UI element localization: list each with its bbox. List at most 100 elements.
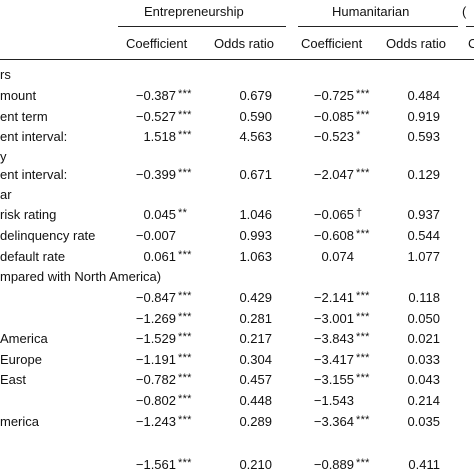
significance-cell bbox=[355, 442, 356, 457]
coefficient-cell: −3.001 bbox=[306, 311, 354, 326]
row-label: Europe bbox=[0, 352, 42, 367]
coefficient-cell: −0.523 bbox=[306, 129, 354, 144]
significance-cell: *** bbox=[177, 167, 192, 182]
coefficient-cell: −0.387 bbox=[128, 88, 176, 103]
coefficient-value: −3.155 bbox=[313, 372, 354, 387]
odds-ratio-cell: 0.457 bbox=[239, 372, 272, 387]
row-label: y bbox=[0, 149, 7, 164]
significance-stars: *** bbox=[178, 167, 192, 179]
odds-ratio-cell: 0.671 bbox=[239, 167, 272, 182]
coefficient-cell: −1.561 bbox=[128, 457, 176, 472]
odds-ratio-cell: 0.679 bbox=[239, 88, 272, 103]
odds-ratio-cell: 0.043 bbox=[407, 372, 440, 387]
coefficient-cell: −0.007 bbox=[128, 228, 176, 243]
group-rule-entrepreneurship bbox=[118, 26, 286, 27]
odds-ratio-cell: 0.304 bbox=[239, 352, 272, 367]
significance-stars: *** bbox=[356, 311, 370, 323]
odds-ratio-cell: 0.411 bbox=[408, 457, 440, 472]
significance-cell: ** bbox=[177, 207, 187, 222]
odds-ratio-cell: 0.429 bbox=[239, 290, 272, 305]
row-label: merica bbox=[0, 414, 40, 429]
significance-cell: *** bbox=[355, 167, 370, 182]
significance-cell bbox=[177, 442, 178, 457]
significance-cell: *** bbox=[355, 88, 370, 103]
coefficient-cell: −2.047 bbox=[306, 167, 354, 182]
coefficient-cell: −1.191 bbox=[128, 352, 176, 367]
col-header-odds-ratio-2: Odds ratio bbox=[386, 36, 446, 51]
significance-stars: * bbox=[356, 129, 361, 141]
significance-stars: *** bbox=[178, 249, 192, 261]
odds-ratio-cell: 0.993 bbox=[239, 228, 272, 243]
col-header-coefficient-2: Coefficient bbox=[301, 36, 363, 51]
row-label: ent interval: bbox=[0, 129, 68, 144]
coefficient-value: −1.191 bbox=[135, 352, 176, 367]
significance-cell bbox=[177, 149, 178, 164]
col-header-coefficient-1: Coefficient bbox=[126, 36, 188, 51]
coefficient-value: −0.802 bbox=[135, 393, 176, 408]
coefficient-cell: −0.847 bbox=[128, 290, 176, 305]
significance-stars: *** bbox=[356, 414, 370, 426]
header-bottom-rule bbox=[0, 59, 474, 60]
significance-stars: *** bbox=[178, 352, 192, 364]
significance-cell: *** bbox=[355, 311, 370, 326]
coefficient-cell: −1.269 bbox=[128, 311, 176, 326]
significance-cell: *** bbox=[177, 88, 192, 103]
significance-cell: *** bbox=[355, 352, 370, 367]
coefficient-value: −0.889 bbox=[313, 457, 354, 472]
coefficient-cell: −0.802 bbox=[128, 393, 176, 408]
odds-ratio-cell: 1.077 bbox=[407, 249, 440, 264]
significance-stars: *** bbox=[178, 393, 192, 405]
significance-cell: *** bbox=[177, 352, 192, 367]
significance-cell: *** bbox=[177, 129, 192, 144]
odds-ratio-cell: 1.063 bbox=[239, 249, 272, 264]
coefficient-value: 0.045 bbox=[143, 207, 176, 222]
coefficient-value: −3.417 bbox=[313, 352, 354, 367]
odds-ratio-cell: 0.214 bbox=[407, 393, 440, 408]
coefficient-value: 0.061 bbox=[143, 249, 176, 264]
coefficient-cell: −1.543 bbox=[306, 393, 354, 408]
row-label: risk rating bbox=[0, 207, 57, 222]
odds-ratio-cell: 0.484 bbox=[407, 88, 440, 103]
significance-stars: *** bbox=[178, 414, 192, 426]
coefficient-value: −2.141 bbox=[313, 290, 354, 305]
significance-cell: *** bbox=[177, 109, 192, 124]
significance-cell: *** bbox=[177, 331, 192, 346]
coefficient-value: −0.007 bbox=[135, 228, 176, 243]
coefficient-value: −1.269 bbox=[135, 311, 176, 326]
coefficient-value: −3.001 bbox=[313, 311, 354, 326]
significance-cell: *** bbox=[177, 249, 192, 264]
col-header-odds-ratio-1: Odds ratio bbox=[214, 36, 274, 51]
coefficient-cell: −3.417 bbox=[306, 352, 354, 367]
coefficient-value: −0.387 bbox=[135, 88, 176, 103]
coefficient-cell: 1.518 bbox=[128, 129, 176, 144]
group-rule-humanitarian bbox=[298, 26, 458, 27]
significance-cell: *** bbox=[355, 372, 370, 387]
significance-cell bbox=[355, 149, 356, 164]
significance-stars: *** bbox=[356, 352, 370, 364]
significance-cell: *** bbox=[355, 290, 370, 305]
row-label: default rate bbox=[0, 249, 66, 264]
odds-ratio-cell: 0.544 bbox=[407, 228, 440, 243]
significance-cell: * bbox=[355, 129, 361, 144]
significance-cell: *** bbox=[177, 311, 192, 326]
odds-ratio-cell: 0.050 bbox=[407, 311, 440, 326]
odds-ratio-cell: 0.118 bbox=[408, 290, 440, 305]
coefficient-value: −0.527 bbox=[135, 109, 176, 124]
significance-stars: *** bbox=[178, 311, 192, 323]
significance-stars: *** bbox=[356, 290, 370, 302]
coefficient-value: 1.518 bbox=[143, 129, 176, 144]
significance-stars: ** bbox=[178, 207, 188, 219]
significance-cell: *** bbox=[355, 331, 370, 346]
odds-ratio-cell: 0.033 bbox=[407, 352, 440, 367]
coefficient-value: −0.523 bbox=[313, 129, 354, 144]
significance-cell bbox=[177, 67, 178, 82]
odds-ratio-cell: 0.937 bbox=[407, 207, 440, 222]
significance-cell: *** bbox=[355, 109, 370, 124]
odds-ratio-cell: 0.289 bbox=[239, 414, 272, 429]
coefficient-cell: −3.155 bbox=[306, 372, 354, 387]
coefficient-cell: −1.529 bbox=[128, 331, 176, 346]
significance-stars: *** bbox=[178, 88, 192, 100]
col-header-third-partial: C bbox=[468, 36, 474, 51]
odds-ratio-cell: 0.035 bbox=[407, 414, 440, 429]
significance-stars: *** bbox=[178, 129, 192, 141]
